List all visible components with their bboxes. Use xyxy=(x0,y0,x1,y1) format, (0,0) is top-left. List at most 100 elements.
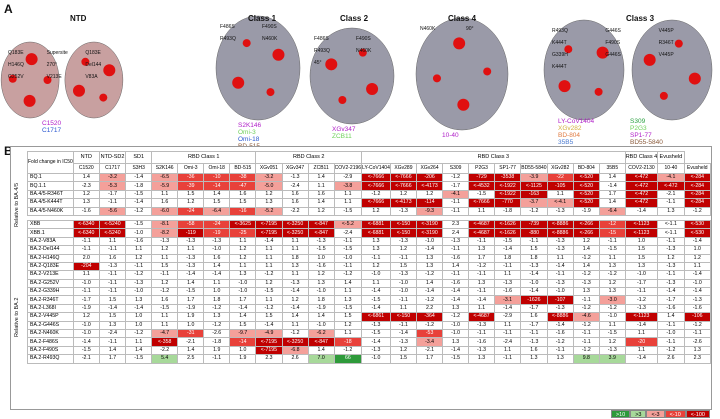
fold-change-cell: -6.2 xyxy=(307,329,335,339)
fold-change-cell: -1.4 xyxy=(72,337,100,347)
fold-change-cell: -1.5 xyxy=(361,329,391,339)
fold-change-cell: -3.1 xyxy=(494,295,522,305)
mutation-label: 270° xyxy=(46,62,57,68)
fold-change-cell: -2.1 xyxy=(416,345,444,356)
antibody-label: SP1-77 xyxy=(630,132,652,139)
fold-change-cell: 1.4 xyxy=(281,312,309,322)
fold-change-cell: -1.4 xyxy=(683,236,712,247)
fold-change-cell: -20 xyxy=(624,337,659,347)
fold-change-cell: -1.5 xyxy=(125,189,153,200)
row-label: XBB xyxy=(27,219,74,230)
fold-change-cell: 1.1 xyxy=(281,245,309,255)
row-label: BA.4/5-K444T xyxy=(27,198,74,208)
fold-change-cell: 2.5 xyxy=(177,354,205,364)
fold-change-cell: -53 xyxy=(416,329,444,339)
fold-change-cell: -1.4 xyxy=(624,206,659,216)
protein-surface xyxy=(309,27,395,125)
fold-change-cell: -1.1 xyxy=(98,337,127,347)
fold-change-cell: 1.4 xyxy=(177,345,205,356)
legend-swatch: <-3 xyxy=(646,410,665,418)
fold-change-cell: 1.6 xyxy=(520,345,548,356)
fold-change-cell: -1.1 xyxy=(494,354,522,364)
table-row: BA.4/5-K444T 1.3 -1.1 -1.4 1.6 1.2 1.5 1.5 1.3 1.… xyxy=(27,198,712,208)
fold-change-cell: -1.5 xyxy=(255,287,283,297)
antibody-label: P2G3 xyxy=(630,125,647,132)
fold-change-cell: 1.2 xyxy=(125,253,153,263)
mutation-patch xyxy=(366,83,379,96)
table-row: BA.4/5-N460K -1.6 -5.6 -1.2 -6.0 -24 -6.4 -16 -5… xyxy=(27,206,712,216)
fold-change-cell: -1.5 xyxy=(494,236,522,247)
fold-change-cell: -9.3 xyxy=(416,206,444,216)
row-label: BA.2-L368I xyxy=(27,303,74,314)
fold-change-cell: 1.3 xyxy=(203,312,231,322)
fold-change-cell: 1.8 xyxy=(203,295,231,305)
fold-change-cell: 1.5 xyxy=(151,261,179,272)
protein-surface xyxy=(631,19,713,121)
fold-change-cell: <-530 xyxy=(683,219,712,230)
fold-change-cell: -1.2 xyxy=(683,206,712,216)
fold-change-cell: -1.2 xyxy=(467,261,496,272)
fold-change-cell: 1.0 xyxy=(229,345,257,356)
fold-change-cell: 1.1 xyxy=(683,261,712,272)
fold-change-cell: -14 xyxy=(229,337,257,347)
fold-change-cell: 1.1 xyxy=(255,253,283,263)
row-label: BA.2-V213E xyxy=(27,270,74,280)
fold-change-cell: -1.2 xyxy=(151,287,179,297)
row-group-label: Relative to BA.2 xyxy=(14,297,20,337)
fold-change-cell: -1.5 xyxy=(333,245,363,255)
fold-change-cell: 1.6 xyxy=(151,198,179,208)
fold-change-cell: 1.1 xyxy=(281,270,309,280)
column-header: C1717 xyxy=(98,163,127,174)
fold-change-cell: <-358 xyxy=(151,337,179,347)
fold-change-cell: 1.4 xyxy=(307,312,335,322)
fold-change-cell: 1.1 xyxy=(546,189,574,200)
fold-change-cell: -1.4 xyxy=(546,261,574,272)
fold-change-cell: -19 xyxy=(203,228,231,238)
fold-change-cell: 1.3 xyxy=(467,354,496,364)
fold-change-cell: 1.2 xyxy=(389,189,418,200)
fold-change-cell: <-6881 xyxy=(361,219,391,230)
mutation-label: F490S xyxy=(262,24,277,30)
fold-change-cell: 1.1 xyxy=(389,303,418,314)
fold-change-cell: -1.2 xyxy=(572,320,600,331)
fold-change-cell: -729 xyxy=(467,172,496,183)
fold-change-cell: -14 xyxy=(203,181,231,191)
fold-change-cell: <-4687 xyxy=(467,312,496,322)
fold-change-cell: -1.6 xyxy=(494,287,522,297)
structure-title: Class 1 xyxy=(248,14,277,23)
fold-change-cell: 2.3 xyxy=(442,219,469,230)
fold-change-cell: 1.1 xyxy=(177,245,205,255)
antibody-label: BD-804 xyxy=(558,132,581,139)
fold-change-cell: 1.1 xyxy=(546,253,574,263)
row-label: BA.2-H146Q xyxy=(27,253,74,263)
fold-change-cell: -1.1 xyxy=(72,287,100,297)
fold-change-cell: -1.7 xyxy=(624,278,659,289)
fold-change-cell: 1.4 xyxy=(177,278,205,289)
fold-change-cell: -1.3 xyxy=(494,278,522,289)
fold-change-cell: 1.6 xyxy=(520,312,548,322)
fold-change-cell: 1.1 xyxy=(333,329,363,339)
mutation-patch xyxy=(483,67,492,76)
group-header: RBD Class 4 xyxy=(624,151,659,164)
mutation-patch xyxy=(72,84,85,97)
fold-change-cell: 1.5 xyxy=(177,189,205,200)
fold-change-cell: <-266 xyxy=(572,228,600,238)
fold-change-cell: 1.4 xyxy=(333,278,363,289)
fold-change-cell: -1.1 xyxy=(442,245,469,255)
fold-change-cell: <-7666 xyxy=(389,181,418,191)
fold-change-cell: 1.3 xyxy=(598,261,626,272)
fold-change-cell: 1.3 xyxy=(624,261,659,272)
fold-change-cell: 1.6 xyxy=(307,189,335,200)
fold-change-cell: -1.1 xyxy=(572,337,600,347)
fold-change-cell: -1.3 xyxy=(467,345,496,356)
antibody-label: BD55-5840 xyxy=(630,139,663,146)
fold-change-cell: 1.0 xyxy=(683,245,712,255)
antibody-label: 10-40 xyxy=(442,132,459,139)
row-label: BA.2-V445P xyxy=(27,312,74,322)
fold-change-cell: -3.2 xyxy=(98,172,127,183)
mutation-label: V445P xyxy=(658,28,674,34)
fold-change-cell: 1.2 xyxy=(281,295,309,305)
fold-change-cell: -1.9 xyxy=(177,303,205,314)
fold-change-cell: -1.1 xyxy=(546,270,574,280)
fold-change-cell: 1.5 xyxy=(520,245,548,255)
